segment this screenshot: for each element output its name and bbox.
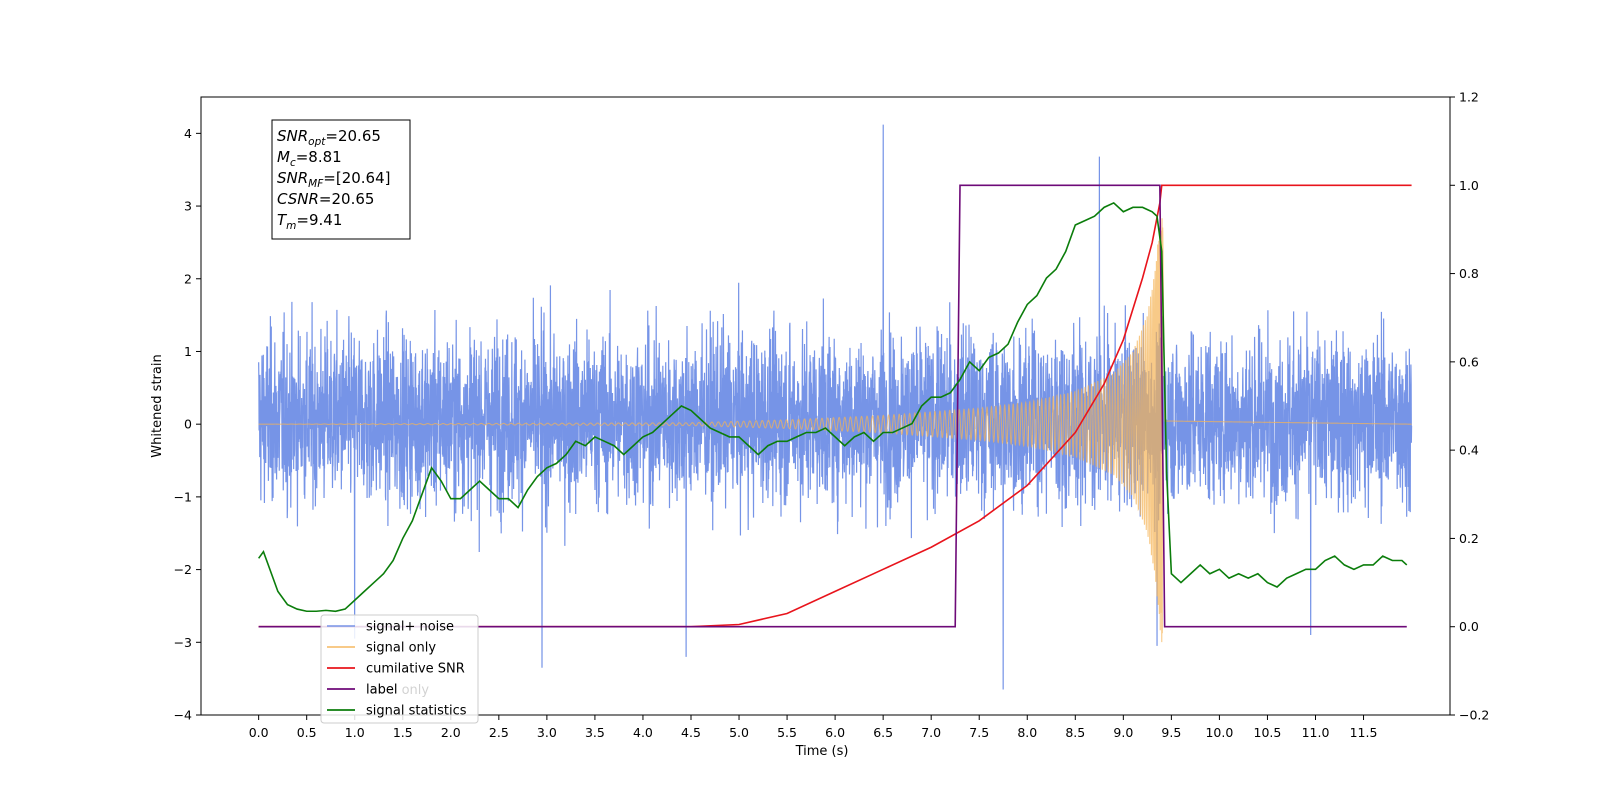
annotation-symbol: CSNR (277, 190, 319, 208)
annotation-subscript: MF (308, 178, 324, 190)
annotation-symbol: SNR (277, 169, 308, 187)
x-tick-label: 4.0 (633, 725, 653, 740)
legend-overlaid-text: label only (366, 683, 429, 698)
y-right-tick-label: 0.4 (1459, 443, 1479, 458)
annotation-line: Mc=8.81 (277, 148, 342, 169)
legend: signal+ noise signal only cumilative SNR la… (320, 614, 479, 724)
x-ticks: 0.0 0.5 1.0 1.5 2.0 2.5 3.0 3.5 4.0 4.5 5.0 5.5 6.0 6… (249, 715, 1378, 740)
x-tick-label: 11.0 (1302, 725, 1330, 740)
x-tick-label: 3.5 (585, 725, 605, 740)
annotation-box: SNRopt=20.65Mc=8.81SNRMF=[20.64]CSNR=20.… (271, 119, 411, 240)
y-left-ticks: 4 3 2 1 0 −1 −2 −3 −4 (174, 126, 201, 723)
annotation-symbol: T (277, 211, 288, 229)
annotation-line: SNRMF=[20.64] (277, 169, 391, 190)
annotation-symbol: M (277, 148, 290, 166)
annotation-value: =[20.64] (323, 169, 390, 187)
annotation-frame (271, 119, 411, 240)
y-left-tick-label: 0 (184, 417, 192, 432)
x-tick-label: 5.5 (777, 725, 797, 740)
x-tick-label: 3.0 (537, 725, 557, 740)
x-tick-label: 0.5 (297, 725, 317, 740)
annotation-line: Tm=9.41 (277, 211, 342, 232)
legend-entry-label: signal statistics (366, 704, 467, 719)
annotation-value: =8.81 (296, 148, 342, 166)
y-right-tick-label: 0.0 (1459, 619, 1479, 634)
annotation-value: =20.65 (319, 190, 375, 208)
y-left-tick-label: −1 (174, 489, 192, 504)
x-tick-label: 1.5 (393, 725, 413, 740)
x-tick-label: 7.5 (969, 725, 989, 740)
annotation-subscript: c (290, 157, 296, 169)
x-tick-label: 4.5 (681, 725, 701, 740)
x-tick-label: 11.5 (1350, 725, 1378, 740)
x-tick-label: 9.0 (1113, 725, 1133, 740)
legend-entry-label: cumilative SNR (366, 662, 465, 677)
series-label-line (258, 184, 1407, 628)
series-signal-statistics-line (258, 201, 1408, 613)
plot-frame (200, 96, 1451, 716)
y-right-tick-label: 0.2 (1459, 531, 1479, 546)
annotation-subscript: m (286, 220, 296, 232)
y-left-tick-label: 4 (184, 126, 192, 141)
x-tick-label: 10.0 (1205, 725, 1233, 740)
y-left-tick-label: −3 (174, 635, 192, 650)
x-tick-label: 5.0 (729, 725, 749, 740)
x-tick-label: 10.5 (1254, 725, 1282, 740)
x-tick-label: 1.0 (345, 725, 365, 740)
y-axis-label: Whitened strain (150, 354, 165, 457)
x-tick-label: 8.5 (1065, 725, 1085, 740)
x-tick-label: 0.0 (249, 725, 269, 740)
series-cumulative-snr-line (258, 184, 1412, 628)
x-tick-label: 2.5 (489, 725, 509, 740)
series-layer (258, 124, 1413, 690)
y-right-tick-label: −0.2 (1459, 708, 1489, 723)
y-right-tick-label: 1.2 (1459, 90, 1479, 105)
x-tick-label: 7.0 (921, 725, 941, 740)
annotation-value: =20.65 (325, 127, 381, 145)
y-right-tick-label: 0.8 (1459, 266, 1479, 281)
y-right-ticks: 1.2 1.0 0.8 0.6 0.4 0.2 0.0 −0.2 (1450, 90, 1489, 723)
y-right-tick-label: 1.0 (1459, 178, 1479, 193)
x-tick-label: 9.5 (1161, 725, 1181, 740)
y-right-tick-label: 0.6 (1459, 354, 1479, 369)
y-left-tick-label: 1 (184, 344, 192, 359)
legend-entry-label: signal only (366, 641, 436, 656)
annotation-line: CSNR=20.65 (277, 190, 374, 208)
y-left-tick-label: 3 (184, 199, 192, 214)
series-signal-only-line (258, 218, 1412, 643)
x-tick-label: 6.5 (873, 725, 893, 740)
legend-entry-label: signal+ noise (366, 620, 454, 635)
y-left-tick-label: −4 (174, 708, 192, 723)
legend-frame (320, 614, 479, 724)
series-signal-noise-line (258, 124, 1413, 690)
x-tick-label: 6.0 (825, 725, 845, 740)
annotation-line: SNRopt=20.65 (277, 127, 381, 148)
x-tick-label: 8.0 (1017, 725, 1037, 740)
y-left-tick-label: 2 (184, 271, 192, 286)
x-tick-label: 2.0 (441, 725, 461, 740)
annotation-subscript: opt (308, 136, 326, 148)
x-axis-label: Time (s) (795, 744, 849, 759)
annotation-symbol: SNR (277, 127, 308, 145)
y-left-tick-label: −2 (174, 562, 192, 577)
legend-entry-label: label (366, 683, 397, 698)
annotation-value: =9.41 (296, 211, 342, 229)
